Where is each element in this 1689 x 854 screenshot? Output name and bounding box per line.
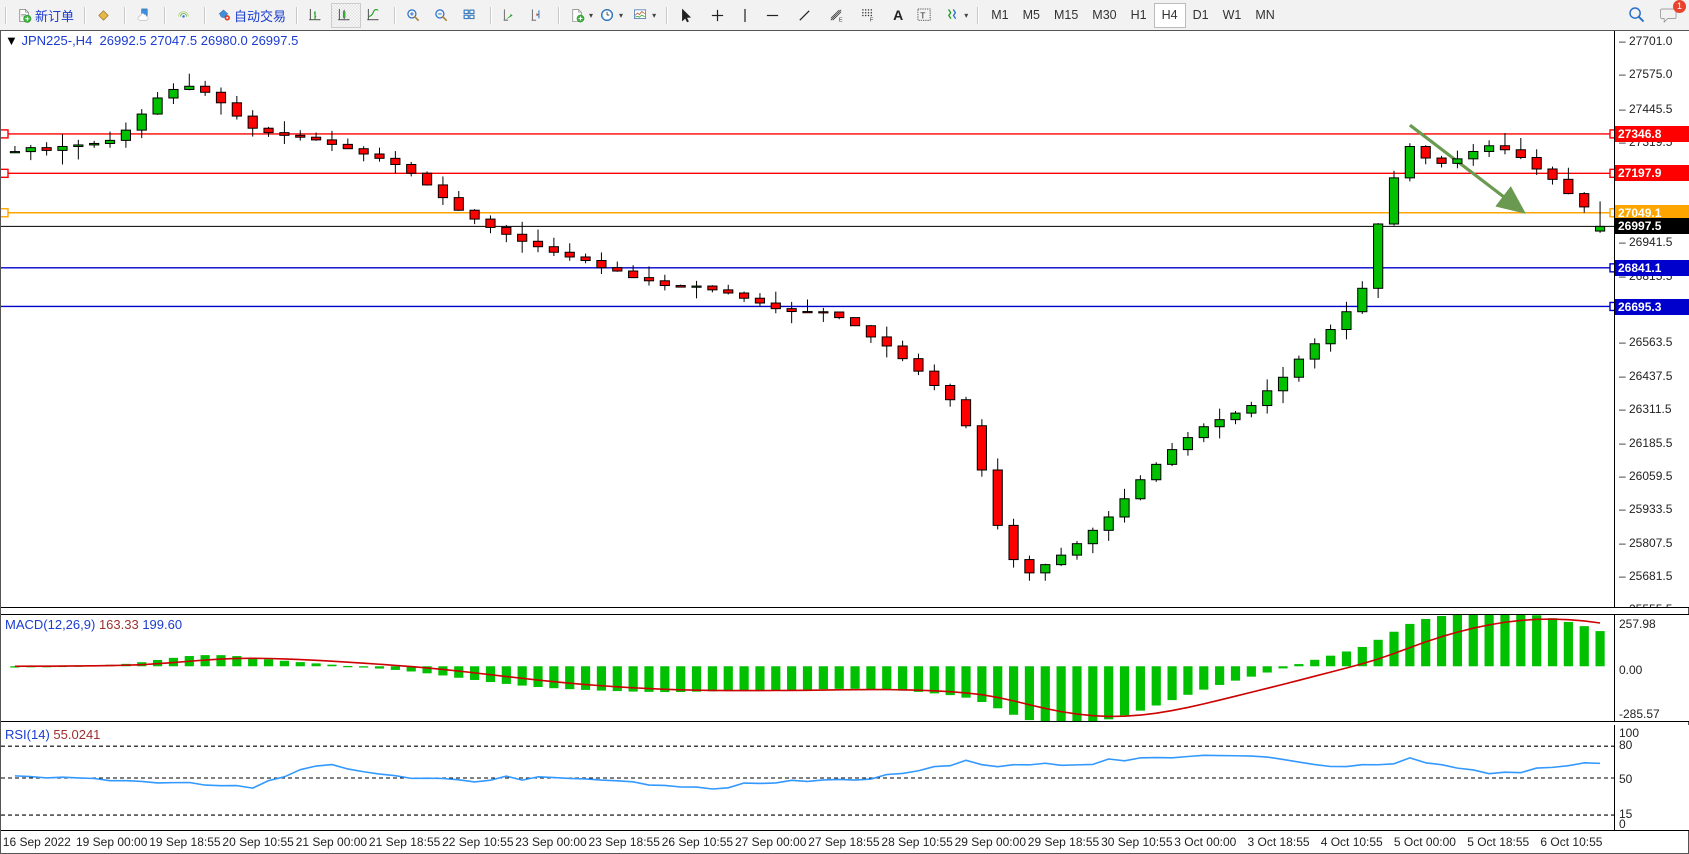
svg-text:E: E [839,17,843,22]
svg-text:F: F [870,17,874,22]
svg-text:T: T [920,10,925,20]
